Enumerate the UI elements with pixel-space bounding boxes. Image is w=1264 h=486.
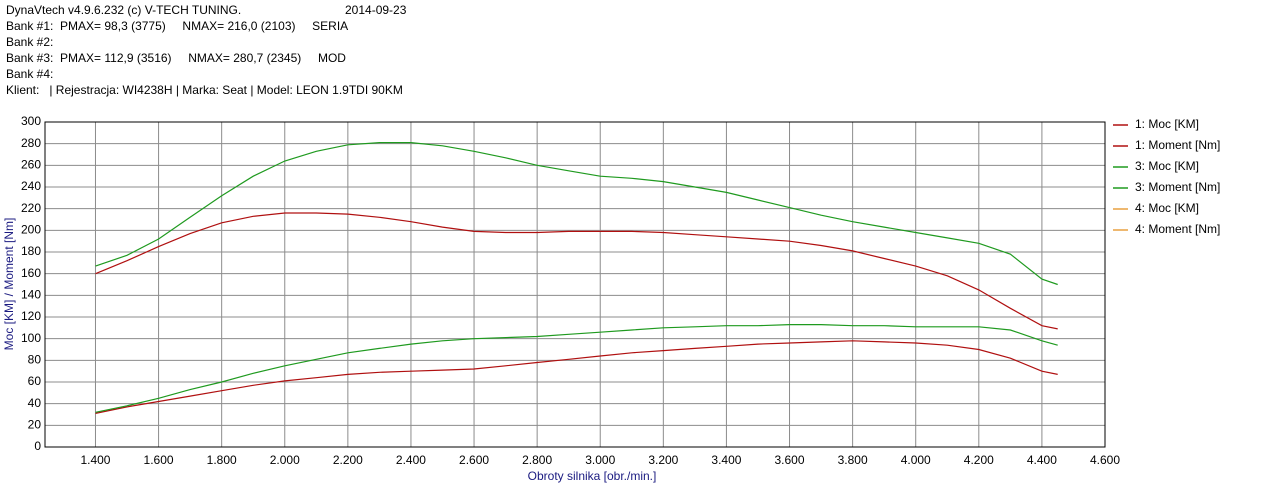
y-tick-label: 80	[28, 353, 42, 367]
header-line: Klient: | Rejestracja: WI4238H | Marka: …	[6, 83, 403, 97]
series-line	[95, 142, 1058, 286]
header-line: Bank #1: PMAX= 98,3 (3775) NMAX= 216,0 (…	[6, 19, 349, 33]
y-tick-label: 0	[34, 439, 41, 453]
y-tick-label: 100	[21, 331, 41, 345]
y-tick-label: 200	[21, 223, 41, 237]
x-tick-label: 3.600	[775, 453, 805, 467]
plot-area	[45, 122, 1105, 447]
x-tick-label: 2.400	[396, 453, 426, 467]
series-line	[95, 324, 1058, 413]
x-tick-label: 4.000	[901, 453, 931, 467]
header-title: DynaVtech v4.9.6.232 (c) V-TECH TUNING.	[6, 3, 242, 17]
x-tick-label: 4.400	[1027, 453, 1057, 467]
x-tick-label: 3.400	[711, 453, 741, 467]
legend-label: 1: Moc [KM]	[1135, 117, 1199, 131]
plot-frame	[44, 121, 1106, 448]
legend-label: 3: Moment [Nm]	[1135, 180, 1220, 194]
series-line	[95, 212, 1058, 330]
legend-label: 1: Moment [Nm]	[1135, 138, 1220, 152]
y-tick-label: 240	[21, 179, 41, 193]
x-tick-label: 2.800	[522, 453, 552, 467]
y-tick-label: 120	[21, 309, 41, 323]
header-line: Bank #2:	[6, 35, 54, 49]
header: DynaVtech v4.9.6.232 (c) V-TECH TUNING. …	[6, 2, 403, 98]
header-date: 2014-09-23	[345, 3, 407, 17]
x-tick-label: 2.600	[459, 453, 489, 467]
series-line	[95, 340, 1058, 414]
y-tick-label: 40	[28, 396, 42, 410]
x-tick-label: 2.200	[333, 453, 363, 467]
x-tick-label: 3.800	[838, 453, 868, 467]
y-tick-label: 280	[21, 136, 41, 150]
legend-label: 3: Moc [KM]	[1135, 159, 1199, 173]
x-tick-label: 4.200	[964, 453, 994, 467]
x-tick-label: 3.200	[648, 453, 678, 467]
x-tick-label: 1.800	[207, 453, 237, 467]
x-tick-label: 1.600	[144, 453, 174, 467]
y-tick-label: 180	[21, 244, 41, 258]
legend-label: 4: Moc [KM]	[1135, 201, 1199, 215]
header-line: Bank #4:	[6, 67, 54, 81]
y-tick-label: 220	[21, 201, 41, 215]
y-axis-label: Moc [KM] / Moment [Nm]	[2, 218, 16, 351]
header-line: Bank #3: PMAX= 112,9 (3516) NMAX= 280,7 …	[6, 51, 346, 65]
x-tick-label: 4.600	[1090, 453, 1120, 467]
y-tick-label: 160	[21, 266, 41, 280]
x-tick-label: 3.000	[585, 453, 615, 467]
y-tick-label: 260	[21, 158, 41, 172]
y-tick-label: 60	[28, 374, 42, 388]
legend-label: 4: Moment [Nm]	[1135, 222, 1220, 236]
x-axis-label: Obroty silnika [obr./min.]	[528, 469, 657, 483]
x-tick-label: 2.000	[270, 453, 300, 467]
x-tick-label: 1.400	[80, 453, 110, 467]
y-tick-label: 140	[21, 288, 41, 302]
y-tick-label: 300	[21, 114, 41, 128]
y-tick-label: 20	[28, 418, 42, 432]
